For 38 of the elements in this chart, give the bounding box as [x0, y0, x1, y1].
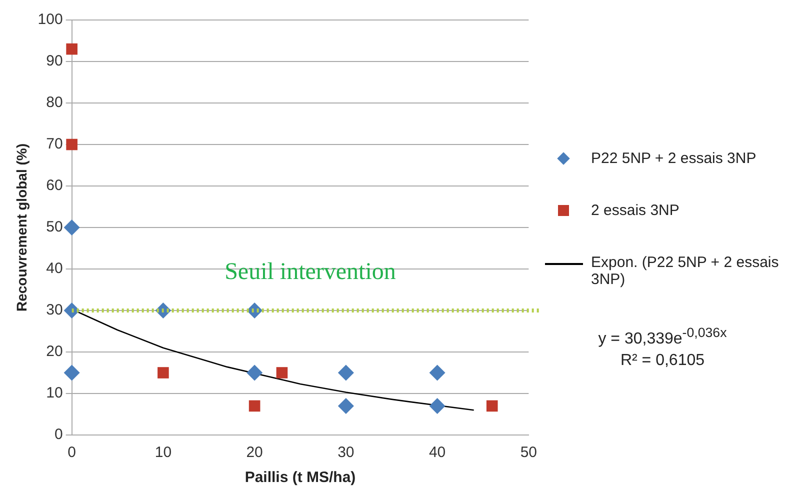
point: [429, 398, 446, 414]
ref-line-label: Seuil intervention: [224, 258, 396, 285]
point: [338, 398, 354, 414]
y-tick-label: 20: [46, 343, 63, 360]
y-tick-label: 100: [38, 11, 63, 28]
point: [486, 400, 498, 412]
point: [246, 364, 263, 381]
y-tick-label: 60: [46, 177, 63, 194]
x-axis-title: Paillis (t MS/ha): [244, 469, 356, 486]
point: [66, 43, 78, 55]
point: [248, 400, 260, 412]
legend-label: Expon. (P22 5NP + 2 essais 3NP): [591, 254, 780, 288]
y-tick-label: 70: [46, 136, 63, 153]
x-tick-label: 10: [154, 444, 172, 462]
y-tick-label: 40: [46, 260, 63, 278]
legend-label: 2 essais 3NP: [591, 202, 680, 219]
point: [338, 364, 354, 381]
y-tick-label: 50: [46, 218, 63, 236]
y-tick-label: 0: [54, 426, 63, 444]
y-tick-label: 80: [46, 94, 63, 112]
point: [158, 367, 169, 378]
x-tick-label: 20: [246, 444, 263, 462]
x-tick-label: 30: [338, 444, 354, 462]
point: [66, 138, 78, 150]
point: [276, 367, 288, 378]
y-tick-label: 30: [46, 302, 63, 319]
legend-label: P22 5NP + 2 essais 3NP: [591, 150, 756, 167]
x-tick-label: 40: [428, 444, 446, 462]
point: [64, 220, 80, 236]
x-tick-label: 0: [68, 444, 76, 462]
point: [64, 364, 80, 381]
y-tick-label: 10: [46, 384, 63, 402]
point: [429, 364, 446, 381]
y-axis-title: Recouvrement global (%): [13, 143, 30, 312]
x-tick-label: 50: [520, 444, 537, 462]
text: R² = 0,6105: [619, 351, 706, 372]
text: y = 30,339e$^{-0,036x}$: [597, 324, 728, 350]
y-tick-label: 90: [46, 52, 63, 70]
